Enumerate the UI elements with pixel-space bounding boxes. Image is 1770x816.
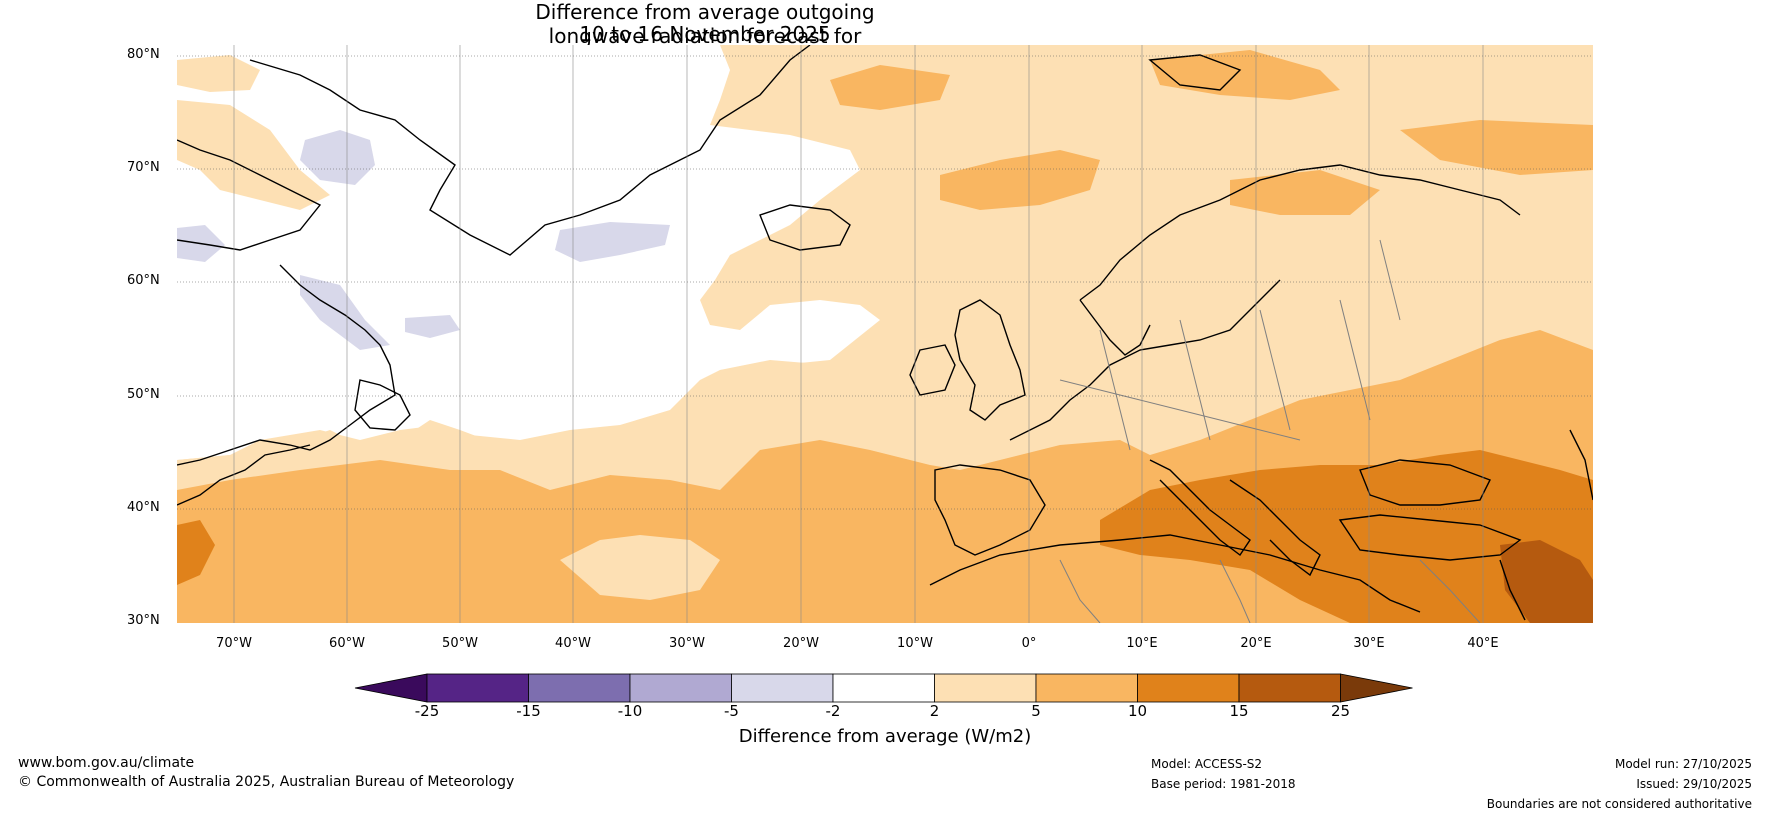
footer-website: www.bom.gov.au/climate [18, 755, 195, 771]
anomaly-fill-lavender-labrador [300, 275, 390, 350]
coastline-iceland [759, 204, 851, 251]
anomaly-fill-orange-arctic-east [1400, 120, 1593, 175]
lon-label-40w: 40°W [555, 636, 591, 651]
colorbar-tick-label: 10 [1127, 702, 1148, 720]
coastline-turkey [1338, 514, 1522, 561]
border-line-7 [1059, 559, 1101, 623]
coastline-us-east [177, 444, 311, 506]
lon-label-10e: 10°E [1126, 636, 1158, 651]
coastline-north-africa [929, 534, 1421, 613]
colorbar-segment-8 [1137, 673, 1240, 703]
anomaly-fill-lavender-east-greenland [555, 222, 670, 262]
colorbar-tick-label: -15 [516, 702, 541, 720]
anomaly-fill-orange-north-atlantic [830, 65, 950, 110]
border-line-6 [1379, 239, 1401, 321]
colorbar-segment-3 [629, 673, 732, 703]
coastline-scandinavia [1079, 164, 1521, 301]
colorbar-segment-9 [1238, 673, 1341, 703]
colorbar-tick-label: 25 [1330, 702, 1351, 720]
footer-model-run: Model run: 27/10/2025 [1614, 757, 1752, 771]
colorbar-tick-label: 15 [1229, 702, 1249, 720]
border-line-8 [1219, 559, 1251, 623]
coastline-norway-west [1079, 299, 1151, 356]
colorbar-segment-2 [528, 673, 631, 703]
footer-model: Model: ACCESS-S2 [1151, 757, 1263, 771]
colorbar-segment-4 [731, 673, 834, 703]
border-line-4 [1259, 309, 1291, 431]
lon-label-70w: 70°W [216, 636, 252, 651]
lat-label-60n: 60°N [127, 273, 160, 288]
border-line-1 [1059, 379, 1301, 441]
border-line-3 [1179, 319, 1211, 441]
lat-label-80n: 80°N [127, 47, 160, 62]
anomaly-fill-dark-orange-west [177, 520, 215, 585]
colorbar-segment-1 [426, 673, 529, 703]
lon-label-0: 0° [1021, 636, 1037, 651]
lon-label-20e: 20°E [1240, 636, 1272, 651]
border-line-5 [1339, 299, 1371, 421]
colorbar-tick-label: 2 [929, 702, 940, 720]
anomaly-fill-orange-norway-sea [940, 150, 1100, 210]
map-title-line1: Difference from average outgoing longwav… [535, 0, 875, 48]
lat-label-40n: 40°N [127, 500, 160, 515]
anomaly-fill-light-orange-labrador [177, 55, 260, 92]
coastline-britain [954, 299, 1026, 421]
footer-disclaimer: Boundaries are not considered authoritat… [1486, 797, 1752, 811]
coastline-greenland [249, 45, 811, 256]
coastline-caspian [1569, 429, 1593, 501]
lat-label-70n: 70°N [127, 160, 160, 175]
border-line-9 [1419, 559, 1481, 623]
coastline-canada-north [177, 139, 322, 251]
coastline-iberia [934, 464, 1046, 556]
border-line-2 [1099, 329, 1131, 451]
anomaly-fill-orange-scandinavia [1230, 170, 1380, 215]
anomaly-fill-orange-azores [560, 535, 720, 600]
anomaly-fill-brown-middle-east [1500, 540, 1593, 623]
footer-issued: Issued: 29/10/2025 [1636, 777, 1752, 791]
colorbar-extend-high [1340, 673, 1413, 703]
colorbar-segment-5 [832, 673, 935, 703]
lon-label-40e: 40°E [1467, 636, 1499, 651]
colorbar-label: Difference from average (W/m2) [738, 726, 1032, 747]
lon-label-30e: 30°E [1353, 636, 1385, 651]
coastline-ireland [909, 344, 956, 396]
coastline-levant-red-sea [1499, 559, 1526, 621]
map-title-line2: 10 to 16 November 2025 [579, 22, 831, 46]
lon-label-50w: 50°W [442, 636, 478, 651]
footer-copyright: © Commonwealth of Australia 2025, Austra… [18, 774, 515, 790]
coastline-balkans-greece [1229, 479, 1321, 577]
colorbar-extend-low [354, 673, 428, 703]
colorbar-segment-7 [1035, 673, 1138, 703]
coastline-newfoundland [354, 379, 411, 431]
anomaly-fill-light-orange-canada [177, 100, 330, 210]
coastline-black-sea [1359, 459, 1491, 506]
colorbar-segment-6 [934, 673, 1037, 703]
anomaly-fill-dark-orange-mediterranean [1100, 450, 1593, 623]
colorbar-tick-label: -5 [724, 702, 739, 720]
lon-label-30w: 30°W [669, 636, 705, 651]
lon-label-20w: 20°W [783, 636, 819, 651]
anomaly-fill-lavender-labrador-sea [405, 315, 460, 338]
colorbar-tick-label: -10 [617, 702, 643, 720]
coastline-labrador [177, 264, 396, 466]
coastline-italy [1149, 459, 1251, 557]
lat-label-50n: 50°N [127, 387, 160, 402]
colorbar-tick-label: -2 [825, 702, 841, 720]
lon-label-10w: 10°W [897, 636, 933, 651]
anomaly-fill-lavender-greenland [300, 130, 375, 185]
coastline-europe [1009, 279, 1281, 441]
lon-label-60w: 60°W [329, 636, 365, 651]
colorbar-tick-label: -25 [414, 702, 440, 720]
footer-base-period: Base period: 1981-2018 [1151, 777, 1296, 791]
colorbar-tick-label: 5 [1031, 702, 1041, 720]
lat-label-30n: 30°N [127, 613, 160, 628]
